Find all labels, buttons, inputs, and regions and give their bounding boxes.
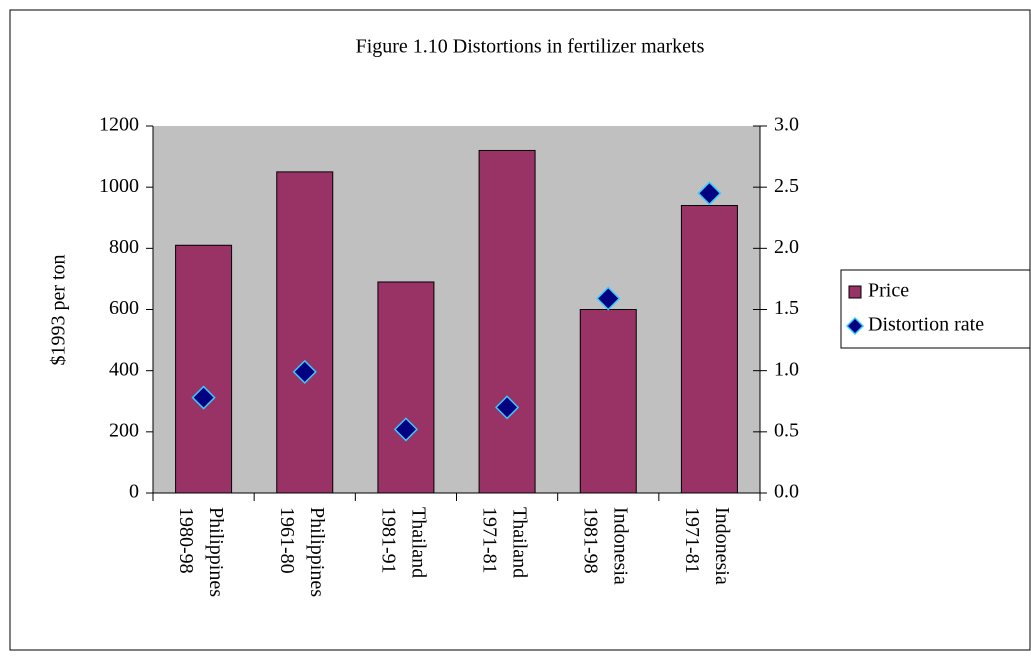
bar [680,205,738,494]
x-tick-label: Thailand [407,507,429,578]
y2-tick-label: 1.0 [774,358,799,380]
legend-swatch [848,285,862,299]
x-tick-label: 1961-80 [276,507,298,574]
marker [697,181,722,206]
x-tick-label: Philippines [306,507,328,597]
x-tick-label: 1971-81 [681,507,703,574]
y2-tick-label: 0.0 [774,481,799,503]
x-tick-label: 1981-91 [377,507,399,574]
y-tick-label: 800 [109,236,139,258]
y-tick-label: 200 [109,419,139,441]
marker [191,385,216,410]
y-tick-label: 1000 [99,175,139,197]
x-tick-label: Philippines [205,507,227,597]
legend-label: Price [868,280,909,302]
y2-tick-label: 3.0 [774,114,799,136]
y-axis-label: $1993 per ton [48,254,70,365]
marker [292,359,317,384]
bar [276,171,334,494]
marker [596,286,621,311]
x-tick-label: 1980-98 [175,507,197,574]
legend-swatch [845,316,865,336]
x-tick-label: 1981-98 [580,507,602,574]
y2-tick-label: 0.5 [774,419,799,441]
x-tick-label: Indonesia [610,507,632,585]
bar [478,149,536,494]
y-tick-label: 1200 [99,114,139,136]
bar [175,244,233,494]
y2-tick-label: 1.5 [774,297,799,319]
bar [579,309,637,494]
y2-tick-label: 2.5 [774,175,799,197]
chart-title: Figure 1.10 Distortions in fertilizer ma… [356,36,705,58]
x-tick-label: Thailand [508,507,530,578]
marker [495,395,520,420]
y-tick-label: 0 [129,481,139,503]
legend-label: Distortion rate [868,314,984,336]
x-tick-label: Indonesia [711,507,733,585]
y2-tick-label: 2.0 [774,236,799,258]
plot-area [153,126,760,493]
x-tick-label: 1971-81 [478,507,500,574]
legend [840,269,1031,349]
marker [393,417,418,442]
y-tick-label: 600 [109,297,139,319]
bar [377,281,435,494]
y-tick-label: 400 [109,358,139,380]
